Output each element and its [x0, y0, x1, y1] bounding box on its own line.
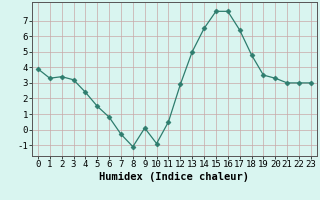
- X-axis label: Humidex (Indice chaleur): Humidex (Indice chaleur): [100, 172, 249, 182]
